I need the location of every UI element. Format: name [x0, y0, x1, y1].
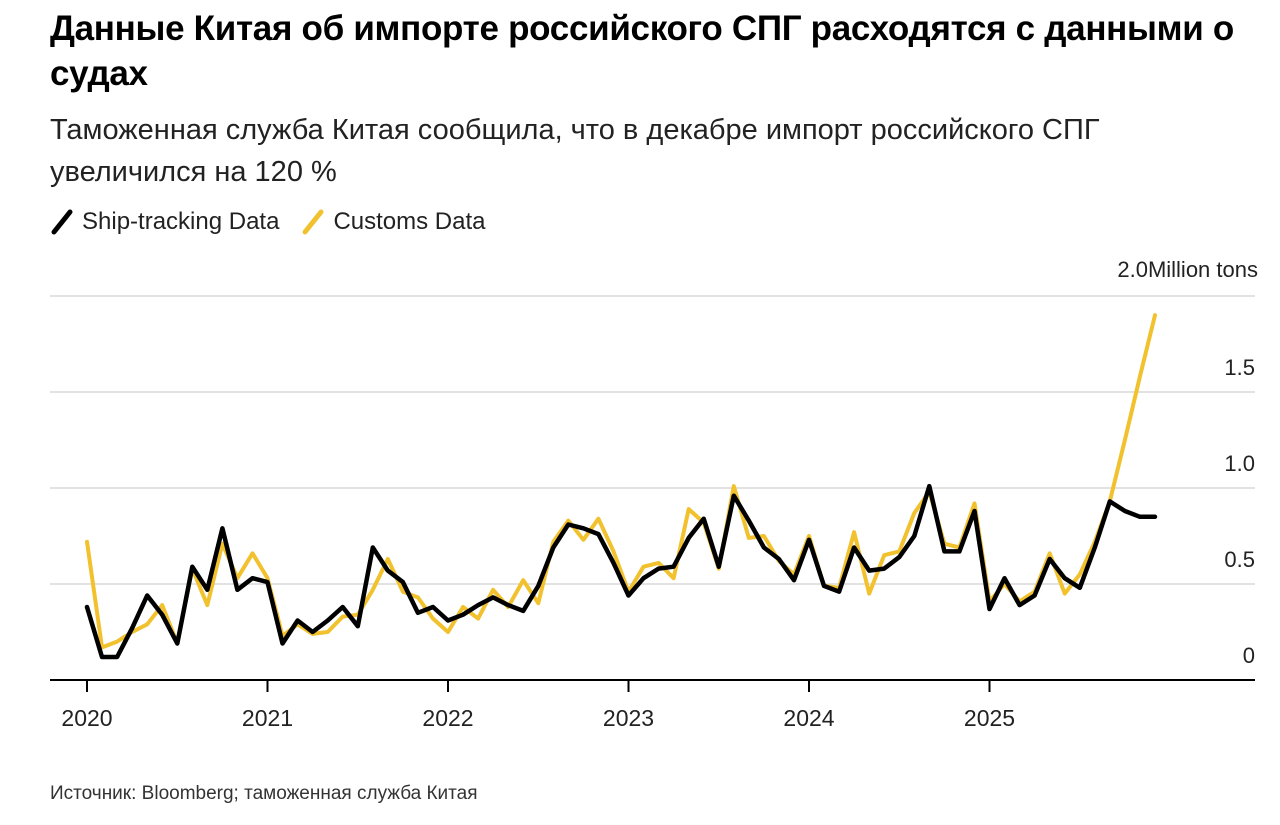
y-tick-label: 1.0 — [1224, 451, 1255, 476]
chart-title: Данные Китая об импорте российского СПГ … — [50, 9, 1234, 93]
series-line-ship-tracking — [84, 483, 1158, 660]
legend-item-customs: Customs Data — [301, 208, 486, 236]
x-tick-label: 2025 — [964, 705, 1015, 731]
legend-swatch-customs — [302, 209, 324, 235]
y-tick-label: 2.0Million tons — [1117, 257, 1258, 282]
legend-label-customs: Customs Data — [333, 208, 486, 235]
gridlines — [50, 295, 1255, 585]
source-note: Источник: Bloomberg; таможенная служба К… — [50, 783, 478, 804]
legend-item-ship: Ship-tracking Data — [50, 208, 279, 236]
legend: Ship-tracking Data Customs Data — [50, 205, 508, 239]
x-tick-label: 2024 — [783, 705, 834, 731]
x-tick-label: 2023 — [603, 705, 654, 731]
series-lines — [84, 313, 1158, 660]
y-tick-label: 1.5 — [1224, 355, 1255, 380]
x-axis: 2020 2021 2022 2023 2024 2025 — [50, 679, 1255, 731]
x-tick-label: 2021 — [242, 705, 293, 731]
y-axis-labels: 0 0.5 1.0 1.5 2.0Million tons — [1117, 257, 1258, 668]
x-tick-label: 2022 — [422, 705, 473, 731]
legend-label-ship: Ship-tracking Data — [82, 208, 280, 235]
chart-subtitle: Таможенная служба Китая сообщила, что в … — [50, 114, 1100, 188]
x-tick-label: 2020 — [61, 705, 112, 731]
legend-swatch-ship — [51, 209, 73, 235]
y-tick-label: 0.5 — [1224, 547, 1255, 572]
y-tick-label: 0 — [1243, 643, 1255, 668]
